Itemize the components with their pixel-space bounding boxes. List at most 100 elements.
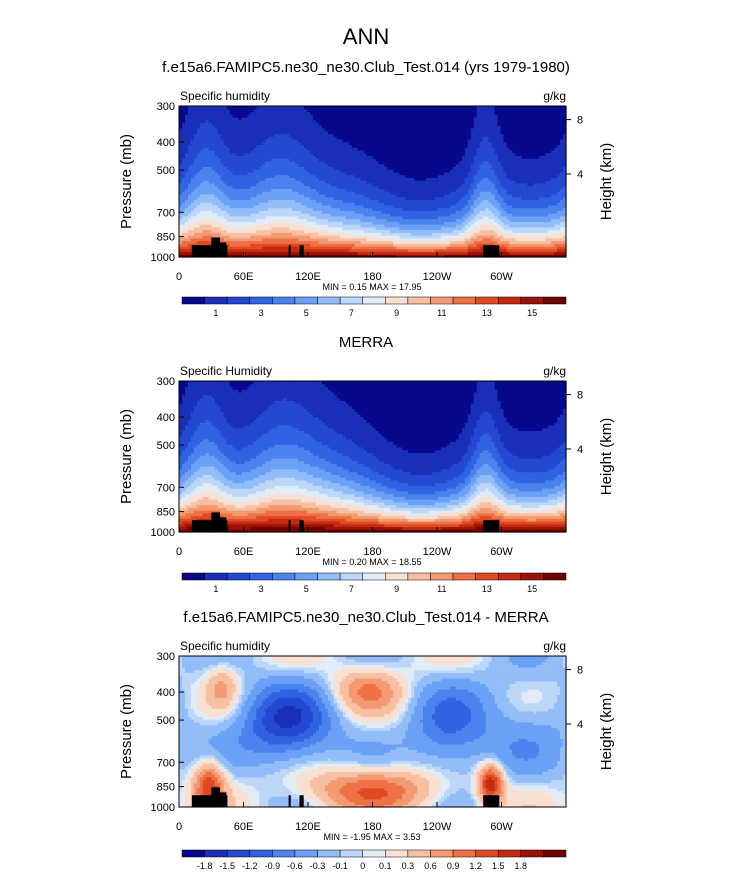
contour-cell bbox=[226, 213, 231, 217]
contour-cell bbox=[208, 204, 213, 209]
contour-cell bbox=[193, 122, 198, 126]
contour-cell bbox=[217, 224, 222, 228]
contour-cell bbox=[190, 160, 195, 165]
contour-cell bbox=[208, 130, 213, 135]
contour-cell bbox=[226, 193, 231, 198]
contour-cell bbox=[226, 180, 231, 184]
contour-cell bbox=[181, 106, 186, 110]
contour-cell bbox=[208, 210, 213, 214]
contour-cell bbox=[196, 226, 201, 231]
contour-cell bbox=[199, 116, 204, 121]
contour-cell bbox=[187, 116, 192, 121]
contour-cell bbox=[205, 152, 210, 157]
contour-cell bbox=[193, 108, 198, 113]
contour-cell bbox=[232, 251, 237, 255]
contour-cell bbox=[187, 144, 192, 148]
contour-cell bbox=[232, 191, 237, 195]
contour-cell bbox=[208, 207, 213, 211]
contour-cell bbox=[196, 229, 201, 233]
contour-cell bbox=[220, 149, 225, 154]
contour-cell bbox=[226, 226, 231, 231]
contour-cell bbox=[179, 188, 183, 192]
contour-cell bbox=[229, 235, 234, 239]
contour-cell bbox=[196, 215, 201, 220]
contour-cell bbox=[199, 147, 204, 151]
contour-cell bbox=[199, 199, 204, 203]
contour-cell bbox=[232, 248, 237, 253]
contour-cell bbox=[190, 127, 195, 132]
contour-cell bbox=[199, 171, 204, 176]
contour-cell bbox=[208, 138, 213, 143]
contour-cell bbox=[232, 130, 237, 135]
contour-cell bbox=[229, 254, 234, 258]
contour-cell bbox=[205, 180, 210, 184]
panel-left-string: Specific humidity bbox=[180, 89, 270, 103]
contour-cell bbox=[208, 127, 213, 132]
contour-cell bbox=[226, 158, 231, 162]
contour-cell bbox=[205, 188, 210, 192]
contour-cell bbox=[232, 149, 237, 154]
contour-cell bbox=[181, 155, 186, 159]
contour-cell bbox=[202, 207, 207, 211]
contour-cell bbox=[217, 155, 222, 159]
contour-cell bbox=[199, 144, 204, 148]
contour-cell bbox=[181, 180, 186, 184]
contour-cell bbox=[229, 204, 234, 209]
contour-cell bbox=[202, 122, 207, 126]
contour-cell bbox=[202, 213, 207, 217]
contour-cell bbox=[232, 141, 237, 146]
contour-cell bbox=[187, 226, 192, 231]
contour-cell bbox=[193, 152, 198, 157]
contour-cell bbox=[229, 218, 234, 222]
contour-cell bbox=[202, 133, 207, 137]
contour-cell bbox=[217, 163, 222, 167]
contour-cell bbox=[223, 191, 228, 195]
contour-cell bbox=[190, 235, 195, 239]
contour-cell bbox=[229, 251, 234, 255]
contour-cell bbox=[217, 119, 222, 124]
contour-cell bbox=[181, 108, 186, 113]
contour-cell bbox=[190, 224, 195, 228]
contour-cell bbox=[202, 210, 207, 214]
contour-cell bbox=[193, 199, 198, 203]
contour-cell bbox=[211, 122, 216, 126]
contour-cell bbox=[226, 182, 231, 187]
contour-cell bbox=[217, 221, 222, 225]
contour-cell bbox=[193, 160, 198, 165]
contour-cell bbox=[226, 204, 231, 209]
contour-cell bbox=[226, 199, 231, 203]
contour-cell bbox=[226, 177, 231, 181]
contour-cell bbox=[211, 111, 216, 115]
contour-cell bbox=[226, 116, 231, 121]
contour-cell bbox=[226, 122, 231, 126]
contour-cell bbox=[235, 243, 240, 247]
contour-cell bbox=[187, 171, 192, 176]
contour-cell bbox=[220, 138, 225, 143]
contour-cell bbox=[220, 188, 225, 192]
contour-cell bbox=[190, 213, 195, 217]
contour-cell bbox=[214, 177, 219, 181]
contour-cell bbox=[226, 160, 231, 165]
contour-cell bbox=[199, 130, 204, 135]
contour-cell bbox=[193, 155, 198, 159]
contour-cell bbox=[184, 169, 189, 173]
contour-cell bbox=[181, 218, 186, 222]
contour-cell bbox=[205, 221, 210, 225]
contour-cell bbox=[187, 243, 192, 247]
contour-cell bbox=[199, 207, 204, 211]
contour-cell bbox=[181, 111, 186, 115]
contour-cell bbox=[193, 125, 198, 129]
contour-cell bbox=[226, 163, 231, 167]
contour-cell bbox=[190, 166, 195, 170]
contour-cell bbox=[223, 136, 228, 140]
contour-cell bbox=[217, 138, 222, 143]
contour-cell bbox=[223, 116, 228, 121]
contour-cell bbox=[179, 138, 183, 143]
contour-cell bbox=[184, 133, 189, 137]
contour-cell bbox=[223, 171, 228, 176]
contour-cell bbox=[190, 169, 195, 173]
contour-cell bbox=[179, 166, 183, 170]
contour-cell bbox=[226, 210, 231, 214]
contour-cell bbox=[184, 111, 189, 115]
contour-cell bbox=[217, 169, 222, 173]
